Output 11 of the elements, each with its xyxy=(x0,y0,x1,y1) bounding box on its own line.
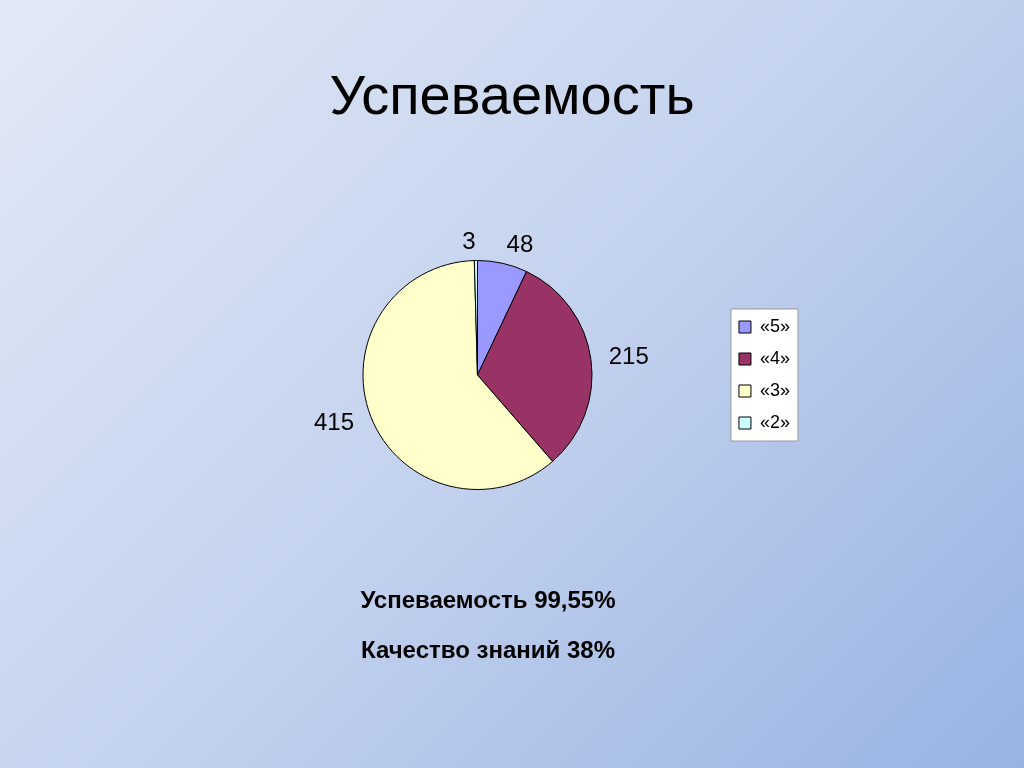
text: Успеваемость 99,55% xyxy=(359,586,617,614)
legend-label: «4» xyxy=(759,347,791,368)
data-label: 415 xyxy=(313,407,355,435)
legend-label: «5» xyxy=(759,315,791,336)
data-label: 48 xyxy=(506,230,534,258)
legend-label: «2» xyxy=(759,411,791,432)
data-label: 215 xyxy=(608,341,649,369)
text: Качество знаний 38% xyxy=(360,636,616,664)
legend-label: «3» xyxy=(759,379,791,400)
data-label: 3 xyxy=(462,227,476,255)
chart-title: Успеваемость xyxy=(328,62,696,127)
